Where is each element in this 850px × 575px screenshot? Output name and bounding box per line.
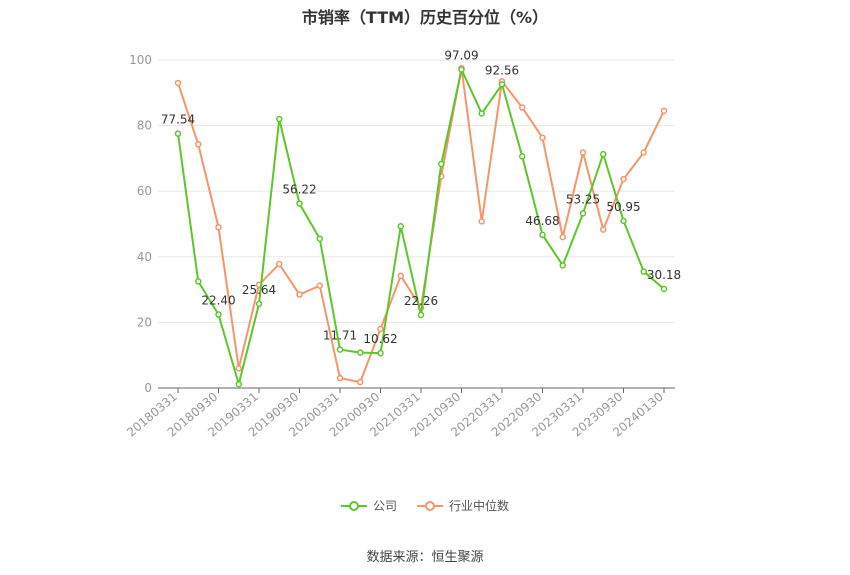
point-company (316, 235, 323, 243)
series-line-company (177, 68, 665, 386)
data-label-company: 92.56 (485, 63, 519, 77)
point-industry (276, 260, 283, 268)
data-label-company: 56.22 (282, 183, 316, 197)
point-company (539, 231, 546, 239)
point-industry (539, 134, 546, 141)
point-industry (478, 218, 485, 225)
data-label-company: 22.26 (404, 294, 438, 308)
data-label-company: 77.54 (161, 113, 195, 127)
data-label-company: 46.68 (525, 214, 559, 228)
point-industry (296, 291, 303, 298)
data-label-company: 11.71 (323, 329, 357, 343)
data-label-company: 30.18 (647, 268, 681, 282)
point-company (195, 278, 202, 285)
legend-company-line-icon (340, 500, 367, 511)
point-industry (235, 365, 242, 372)
point-company (397, 223, 404, 230)
point-industry (660, 107, 668, 115)
point-industry (174, 79, 182, 87)
legend-company-label: 公司 (372, 499, 397, 513)
legend-industry-label: 行业中位数 (449, 499, 510, 513)
point-industry (215, 224, 222, 231)
point-industry (559, 233, 566, 241)
y-tick-label: 60 (137, 184, 152, 198)
legend: 公司 行业中位数 (0, 497, 850, 514)
point-industry (620, 175, 627, 183)
point-company (519, 153, 526, 160)
point-industry (316, 282, 323, 289)
point-company (600, 150, 607, 158)
legend-item-industry[interactable]: 行业中位数 (417, 497, 509, 514)
point-company (660, 285, 668, 293)
point-company (640, 268, 647, 275)
point-company (620, 217, 627, 225)
point-company (579, 210, 587, 217)
point-industry (600, 226, 607, 233)
point-industry (357, 378, 364, 386)
point-company (276, 115, 283, 123)
y-tick-label: 80 (137, 119, 152, 133)
data-label-company: 25.64 (242, 283, 276, 297)
data-label-company: 53.25 (566, 192, 600, 206)
y-tick-label: 100 (129, 53, 152, 67)
point-company (174, 130, 182, 137)
point-company (438, 160, 445, 168)
point-company (235, 380, 242, 388)
point-industry (377, 325, 384, 333)
data-label-company: 22.40 (201, 294, 235, 308)
label-layer: 77.54 22.40 25.64 56.22 11.71 10.62 22.26 97.09… (161, 49, 681, 347)
point-company (215, 311, 222, 318)
point-company (417, 311, 425, 319)
y-tick-label: 20 (137, 315, 152, 329)
point-company (357, 349, 364, 356)
data-label-company: 97.09 (444, 49, 478, 63)
point-company (458, 66, 465, 73)
axis-layer: 0204060801002018033120180930201903312019… (124, 53, 675, 440)
grid-layer (158, 59, 675, 323)
point-industry (195, 141, 202, 148)
data-label-company: 50.95 (606, 200, 640, 214)
point-industry (579, 149, 587, 156)
point-industry (397, 272, 404, 280)
point-company (336, 346, 344, 353)
legend-item-company[interactable]: 公司 (340, 497, 397, 514)
y-tick-label: 0 (144, 381, 152, 395)
point-company (255, 300, 263, 308)
point-industry (336, 374, 344, 382)
point-company (377, 349, 384, 357)
point-company (478, 110, 485, 117)
legend-industry-line-icon (417, 500, 443, 511)
series-layer (174, 64, 668, 388)
point-industry (519, 104, 526, 111)
data-label-company: 10.62 (363, 332, 397, 346)
point-industry (640, 149, 647, 156)
point-company (559, 262, 566, 269)
source-note: 数据来源：恒生聚源 (366, 550, 484, 565)
point-company (498, 81, 506, 88)
point-company (296, 200, 303, 207)
chart-title: 市销率（TTM）历史百分位（%） (301, 8, 549, 27)
y-tick-label: 40 (137, 250, 152, 264)
